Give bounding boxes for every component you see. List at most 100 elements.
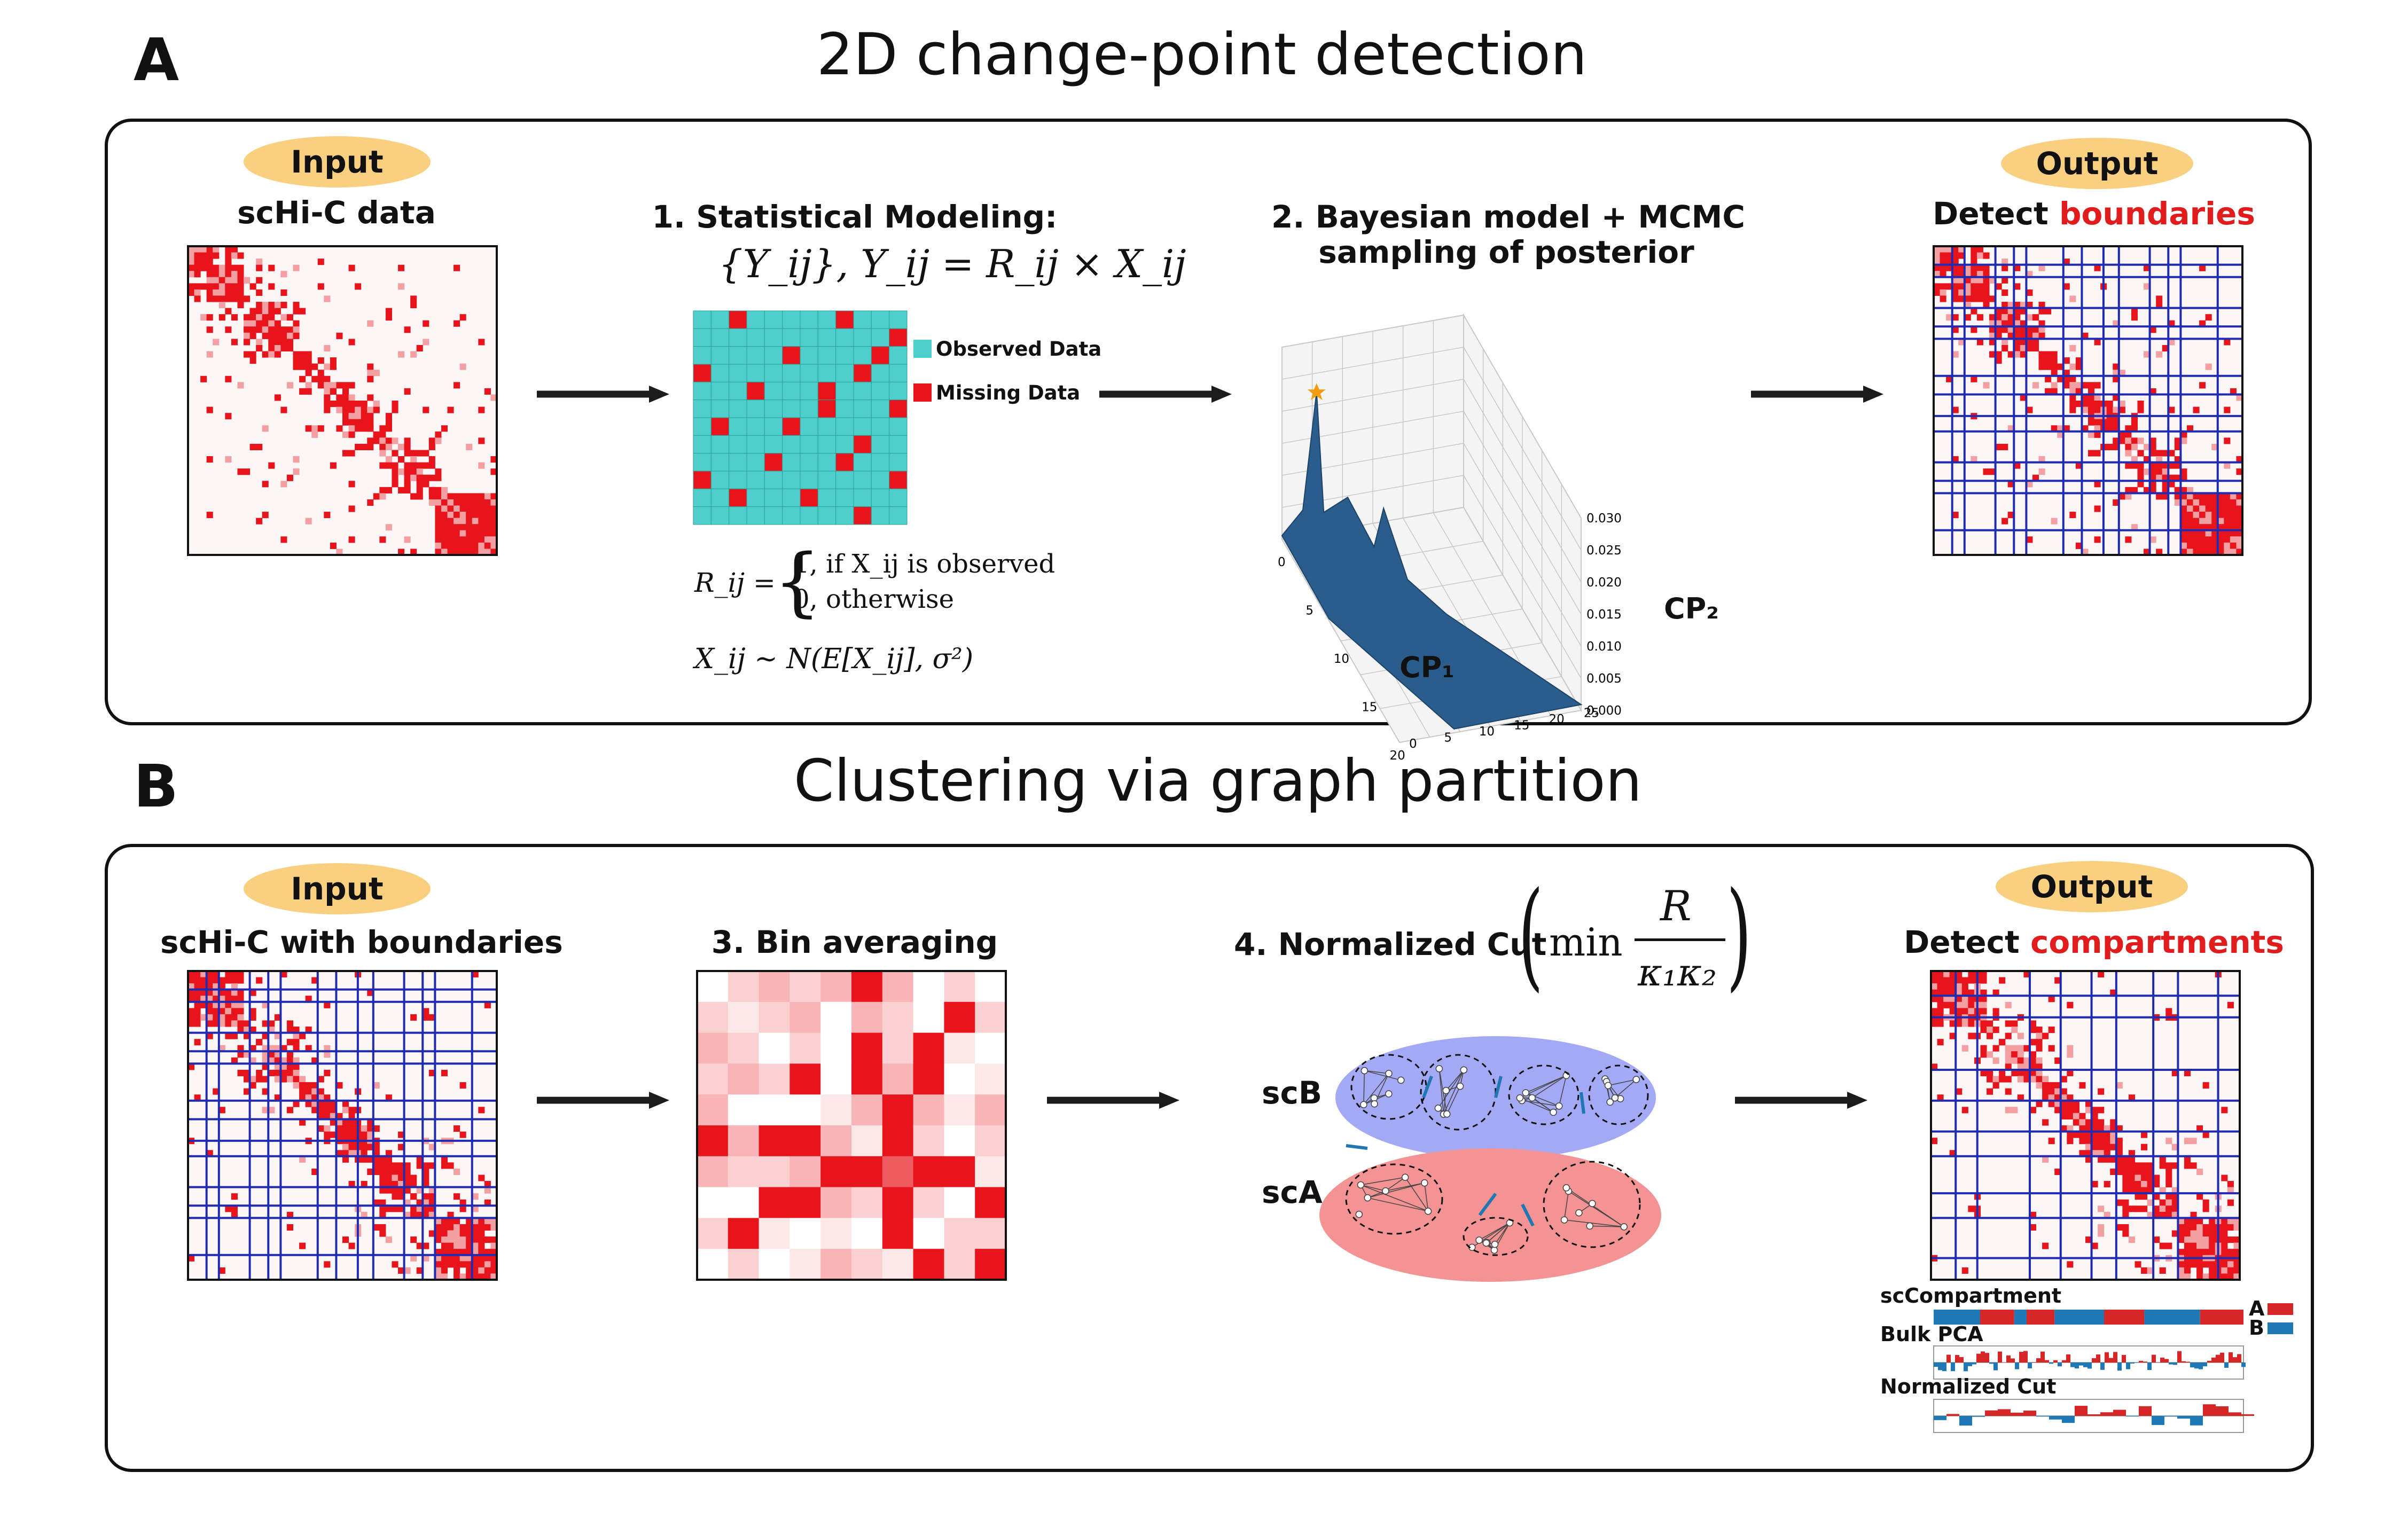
heatmap-cell xyxy=(194,977,201,984)
heatmap-cell xyxy=(2131,524,2138,531)
heatmap-cell xyxy=(249,314,256,321)
heatmap-cell xyxy=(2224,542,2231,549)
heatmap-cell xyxy=(2085,1125,2092,1132)
heatmap-cell xyxy=(2159,1162,2166,1169)
heatmap-cell xyxy=(342,382,349,389)
heatmap-cell xyxy=(213,1008,220,1015)
observed-cell xyxy=(710,488,730,507)
observed-cell xyxy=(710,364,730,382)
heatmap-cell xyxy=(188,246,195,253)
heatmap-cell xyxy=(2159,1211,2166,1218)
heatmap-cell xyxy=(441,1218,448,1225)
heatmap-cell xyxy=(454,1273,460,1280)
heatmap-cell xyxy=(447,1242,454,1249)
heatmap-cell xyxy=(2091,1144,2098,1150)
heatmap-cell xyxy=(2118,493,2125,500)
heatmap-cell xyxy=(2091,1119,2098,1126)
heatmap-cell xyxy=(2149,474,2156,481)
heatmap-cell xyxy=(293,1045,300,1052)
heatmap-cell xyxy=(2032,314,2039,321)
heatmap-cell xyxy=(2193,505,2200,512)
observed-cell xyxy=(817,417,836,436)
heatmap-cell xyxy=(2098,1088,2105,1095)
legend-b-label: B xyxy=(2249,1316,2264,1340)
heatmap-cell xyxy=(428,487,435,494)
heatmap-cell xyxy=(361,1144,368,1150)
output-pill: Output xyxy=(2001,138,2193,189)
heatmap-cell xyxy=(2186,487,2194,494)
heatmap-cell xyxy=(472,499,479,506)
graph-edge xyxy=(1443,1069,1465,1115)
heatmap-cell xyxy=(330,382,337,389)
track-bar xyxy=(2100,1412,2113,1416)
bin-cell xyxy=(789,1156,821,1188)
heatmap-cell xyxy=(2199,518,2206,524)
heatmap-cell xyxy=(478,499,485,506)
heatmap-cell xyxy=(2069,382,2076,389)
heatmap-cell xyxy=(398,1187,405,1194)
heatmap-cell xyxy=(293,320,300,327)
heatmap-cell xyxy=(1952,406,1959,413)
heatmap-cell xyxy=(454,382,460,389)
heatmap-cell xyxy=(2014,344,2021,352)
heatmap-cell xyxy=(1971,289,1977,296)
heatmap-cell xyxy=(441,1230,448,1237)
observed-cell xyxy=(710,346,730,365)
heatmap-cell xyxy=(244,1088,251,1095)
track-bar xyxy=(2006,1355,2011,1363)
heatmap-cell xyxy=(2202,1236,2209,1243)
heatmap-cell xyxy=(280,1069,287,1077)
heatmap-cell xyxy=(2205,536,2212,543)
heatmap-cell xyxy=(206,1032,213,1039)
graph-edge xyxy=(1424,1183,1429,1211)
legend-missing-label: Missing Data xyxy=(936,381,1081,404)
heatmap-cell xyxy=(256,314,263,321)
observed-cell xyxy=(746,400,765,418)
heatmap-cell xyxy=(2079,1113,2086,1119)
heatmap-cell xyxy=(1937,983,1944,990)
heatmap-cell xyxy=(2106,425,2113,432)
heatmap-cell xyxy=(1989,314,1996,321)
heatmap-cell xyxy=(373,1224,380,1231)
observed-cell xyxy=(853,346,872,365)
heatmap-cell xyxy=(194,264,201,271)
compartment-segment xyxy=(2104,1310,2145,1325)
heatmap-cell xyxy=(423,1014,429,1021)
heatmap-cell xyxy=(2007,302,2014,309)
heatmap-cell xyxy=(1995,443,2002,450)
heatmap-cell xyxy=(466,1224,473,1231)
heatmap-cell xyxy=(2026,271,2033,278)
graph-node xyxy=(1516,1094,1524,1102)
heatmap-cell xyxy=(392,437,398,444)
heatmap-cell xyxy=(1937,989,1944,996)
heatmap-cell xyxy=(2054,1168,2061,1175)
heatmap-cell xyxy=(1931,971,1938,978)
heatmap-cell xyxy=(249,1045,256,1052)
heatmap-cell xyxy=(2113,375,2120,382)
graph-node xyxy=(1475,1236,1483,1244)
heatmap-cell xyxy=(410,493,417,500)
heatmap-cell xyxy=(2051,370,2058,377)
output-prefix-b: Detect xyxy=(1904,924,2030,960)
heatmap-cell xyxy=(2137,481,2144,488)
heatmap-cell xyxy=(2156,474,2163,481)
heatmap-cell xyxy=(324,388,331,395)
heatmap-cell xyxy=(2067,1138,2074,1145)
heatmap-cell xyxy=(2227,1001,2234,1008)
heatmap-cell xyxy=(2042,1082,2049,1089)
heatmap-cell xyxy=(1980,1069,1987,1077)
heatmap-cell xyxy=(268,320,275,327)
heatmap-cell xyxy=(459,1236,466,1243)
heatmap-cell xyxy=(256,320,263,327)
heatmap-cell xyxy=(231,996,238,1003)
heatmap-cell xyxy=(268,302,275,309)
track-bar xyxy=(2105,1352,2109,1363)
heatmap-cell xyxy=(2125,493,2132,500)
track-bar xyxy=(2203,1363,2207,1367)
heatmap-cell xyxy=(385,314,392,321)
heatmap-cell xyxy=(392,1162,398,1169)
heatmap-cell xyxy=(2098,1119,2105,1126)
heatmap-cell xyxy=(2196,1230,2203,1237)
heatmap-cell xyxy=(2054,1082,2061,1089)
heatmap-cell xyxy=(1958,246,1965,253)
